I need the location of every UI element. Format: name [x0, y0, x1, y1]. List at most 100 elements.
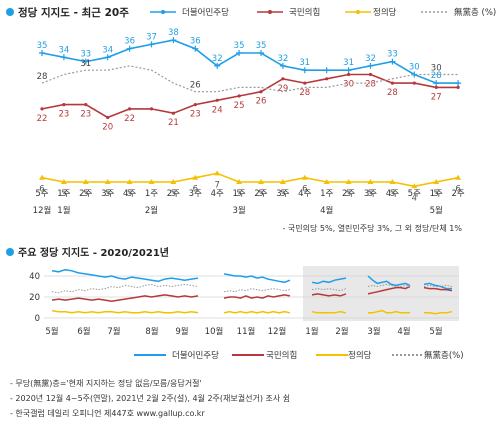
chart2-y-tick-label: 40	[29, 272, 40, 282]
chart1-legend-marker-ppp	[268, 10, 272, 14]
chart1-series-line-ppp	[41, 73, 459, 119]
chart2-x-month-label: 5월	[429, 326, 442, 337]
chart1-value-label-ppp: 22	[37, 114, 48, 124]
chart2-series-line-ppp	[51, 294, 199, 302]
chart1-value-label-ppp: 28	[365, 80, 376, 90]
chart1-point-minjoo	[192, 45, 199, 52]
chart1-value-label-minjoo: 30	[409, 63, 420, 73]
chart1-point-ppp	[62, 103, 66, 107]
chart1-legend-marker-justice	[356, 10, 360, 14]
chart1-value-label-ppp: 22	[124, 114, 135, 124]
chart2-year-shade	[303, 266, 459, 321]
chart1-point-ppp	[325, 77, 329, 81]
chart1-x-month-label: 2월	[145, 205, 158, 216]
chart1-legend-label-justice: 정의당	[373, 7, 397, 18]
notes: - 무당(無黨)층='현재 지지하는 정당 없음/모름/응답거절' - 2020…	[10, 378, 290, 418]
chart1-x-tick-label: 2주	[451, 189, 464, 199]
chart1-value-label-nonpartisan: 31	[80, 59, 91, 69]
chart1-value-label-minjoo: 31	[343, 58, 354, 68]
chart1-point-justice	[455, 174, 462, 180]
chart1-point-justice	[301, 174, 308, 180]
chart1-point-ppp	[412, 81, 416, 85]
chart1-point-justice	[389, 179, 396, 184]
chart1-point-ppp	[193, 103, 197, 107]
chart1-x-tick-label: 4주	[123, 189, 136, 199]
chart1-point-ppp	[215, 98, 219, 102]
chart1-point-justice	[323, 179, 330, 184]
chart1-value-label-nonpartisan: 28	[37, 72, 48, 82]
chart1-value-label-justice: 5	[433, 189, 438, 199]
chart1-legend-label-nonpartisan: 無黨층 (%)	[454, 7, 496, 18]
chart1-point-ppp	[281, 77, 285, 81]
chart1-point-minjoo	[214, 62, 221, 69]
chart1-value-label-justice: 5	[61, 189, 66, 199]
chart2-series-line-ppp	[311, 293, 347, 297]
chart2-series-line-ppp	[223, 294, 291, 299]
chart1-value-label-nonpartisan: 30	[431, 64, 442, 74]
chart1-point-minjoo	[301, 67, 308, 74]
chart2-legend-label-justice: 정의당	[348, 350, 372, 361]
chart1-footnote: - 국민의당 5%, 열린민주당 3%, 그 외 정당/단체 1%	[283, 223, 463, 233]
chart2-series-line-nonpartisan	[51, 283, 199, 294]
chart2-series-line-justice	[223, 310, 291, 314]
chart1-title-bullet	[6, 8, 14, 16]
chart1-legend-label-ppp: 국민의힘	[289, 7, 320, 18]
chart1-point-justice	[345, 179, 352, 184]
chart1-point-justice	[192, 174, 199, 180]
chart1-value-label-justice: 6	[193, 185, 198, 195]
chart2-series-line-minjoo	[423, 282, 452, 290]
chart1-x-tick-label: 1주	[57, 189, 70, 199]
chart1-point-ppp	[237, 94, 241, 98]
chart1-value-label-minjoo: 36	[190, 37, 201, 47]
chart1-x-tick-label: 2주	[167, 189, 180, 199]
chart1-x-tick-label: 2주	[254, 189, 267, 199]
chart1-value-label-ppp: 25	[234, 101, 245, 111]
chart1-point-ppp	[368, 72, 373, 77]
chart1-value-label-ppp: 28	[387, 88, 398, 98]
chart1-point-ppp	[434, 85, 438, 89]
chart2-x-month-label: 6월	[77, 326, 90, 337]
chart1-point-justice	[214, 170, 221, 176]
chart2-series-line-minjoo	[223, 273, 291, 284]
chart1-value-label-minjoo: 33	[80, 50, 91, 60]
chart1-x-tick-label: 4주	[386, 189, 399, 199]
chart1-point-minjoo	[170, 37, 177, 44]
chart1-x-tick-label: 4주	[211, 189, 224, 199]
chart1-point-justice	[433, 179, 440, 184]
chart1-x-tick-label: 5주	[35, 189, 48, 199]
chart1-x-tick-label: 2주	[342, 189, 355, 199]
chart1-point-justice	[39, 174, 45, 180]
chart1-point-ppp	[106, 115, 110, 120]
chart1-point-justice	[104, 179, 111, 184]
chart1-point-ppp	[128, 107, 132, 111]
chart1-value-label-minjoo: 32	[277, 54, 288, 64]
chart1-x-tick-label: 1주	[145, 189, 158, 199]
chart1-value-label-justice: 6	[302, 185, 307, 195]
chart1-point-minjoo	[367, 62, 374, 69]
chart2-x-month-label: 9월	[175, 326, 188, 337]
chart1-point-ppp	[347, 72, 351, 77]
chart1-value-label-ppp: 30	[343, 80, 354, 90]
chart1-value-label-nonpartisan: 26	[190, 81, 201, 91]
chart1-legend-label-minjoo: 더불어민주당	[182, 7, 229, 18]
chart1-point-ppp	[171, 111, 175, 115]
chart1-title: 정당 지지도 - 최근 20주	[18, 6, 129, 19]
chart2-legend-label-minjoo: 더불어민주당	[172, 350, 219, 361]
chart2-series-line-nonpartisan	[367, 283, 411, 288]
chart2-legend-label-ppp: 국민의힘	[266, 350, 297, 361]
chart2-series-line-minjoo	[51, 268, 199, 283]
chart1-legend-marker-minjoo	[161, 10, 165, 14]
chart1-value-label-ppp: 23	[190, 110, 201, 120]
chart2-plot: 0 20 40 5월 6월 7월 8월 9월 10월 11월 12월 1월 2월 3월 4월 5월	[29, 266, 459, 337]
chart2-x-month-label: 7월	[107, 326, 120, 337]
chart1-value-label-justice: 6	[455, 185, 460, 195]
chart1-point-justice	[82, 179, 89, 184]
chart1-x-tick-label: 3주	[276, 189, 289, 199]
chart2-y-tick-label: 0	[35, 314, 40, 324]
chart1-value-label-minjoo: 35	[256, 41, 267, 51]
chart2-series-line-ppp	[423, 286, 453, 292]
chart1-value-label-justice: 5	[258, 189, 263, 199]
chart1-point-justice	[411, 183, 418, 189]
note-2: - 2020년 12월 4~5주(연말), 2021년 2월 2주(설), 4월…	[10, 393, 290, 403]
